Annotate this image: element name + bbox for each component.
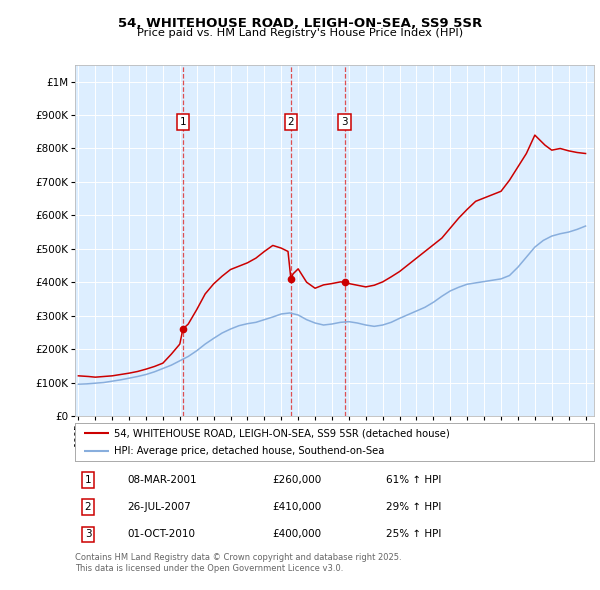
Text: HPI: Average price, detached house, Southend-on-Sea: HPI: Average price, detached house, Sout… bbox=[114, 447, 385, 457]
Text: Price paid vs. HM Land Registry's House Price Index (HPI): Price paid vs. HM Land Registry's House … bbox=[137, 28, 463, 38]
Text: Contains HM Land Registry data © Crown copyright and database right 2025.
This d: Contains HM Land Registry data © Crown c… bbox=[75, 553, 401, 573]
Text: 54, WHITEHOUSE ROAD, LEIGH-ON-SEA, SS9 5SR (detached house): 54, WHITEHOUSE ROAD, LEIGH-ON-SEA, SS9 5… bbox=[114, 428, 449, 438]
Text: 2: 2 bbox=[85, 502, 91, 512]
Text: £400,000: £400,000 bbox=[272, 529, 322, 539]
Text: £410,000: £410,000 bbox=[272, 502, 322, 512]
Text: 1: 1 bbox=[85, 475, 91, 485]
Text: 01-OCT-2010: 01-OCT-2010 bbox=[127, 529, 195, 539]
Text: 29% ↑ HPI: 29% ↑ HPI bbox=[386, 502, 442, 512]
Text: 1: 1 bbox=[179, 117, 186, 127]
Text: 08-MAR-2001: 08-MAR-2001 bbox=[127, 475, 197, 485]
Text: 54, WHITEHOUSE ROAD, LEIGH-ON-SEA, SS9 5SR: 54, WHITEHOUSE ROAD, LEIGH-ON-SEA, SS9 5… bbox=[118, 17, 482, 30]
Text: 3: 3 bbox=[85, 529, 91, 539]
Text: 26-JUL-2007: 26-JUL-2007 bbox=[127, 502, 191, 512]
Text: 25% ↑ HPI: 25% ↑ HPI bbox=[386, 529, 442, 539]
Text: £260,000: £260,000 bbox=[272, 475, 322, 485]
Text: 2: 2 bbox=[287, 117, 294, 127]
Text: 3: 3 bbox=[341, 117, 348, 127]
Text: 61% ↑ HPI: 61% ↑ HPI bbox=[386, 475, 442, 485]
